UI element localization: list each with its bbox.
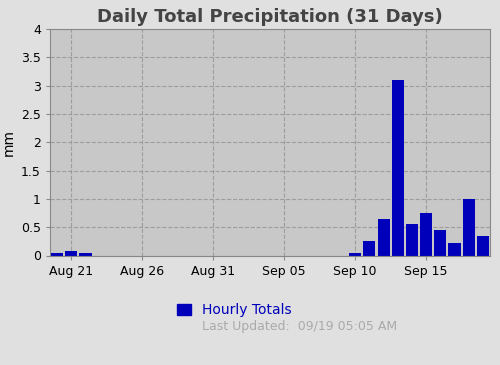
Bar <box>477 236 489 256</box>
Bar <box>349 253 361 256</box>
Text: Last Updated:  09/19 05:05 AM: Last Updated: 09/19 05:05 AM <box>202 320 398 333</box>
Bar <box>462 199 474 255</box>
Bar <box>80 253 92 256</box>
Bar <box>378 219 390 256</box>
Bar <box>364 241 376 256</box>
Bar <box>66 251 78 255</box>
Bar <box>51 253 63 256</box>
Title: Daily Total Precipitation (31 Days): Daily Total Precipitation (31 Days) <box>97 8 443 26</box>
Bar <box>420 213 432 256</box>
Bar <box>448 243 460 255</box>
Y-axis label: mm: mm <box>2 129 16 156</box>
Legend: Hourly Totals: Hourly Totals <box>178 303 292 317</box>
Bar <box>406 224 418 255</box>
Bar <box>434 230 446 255</box>
Bar <box>392 80 404 256</box>
